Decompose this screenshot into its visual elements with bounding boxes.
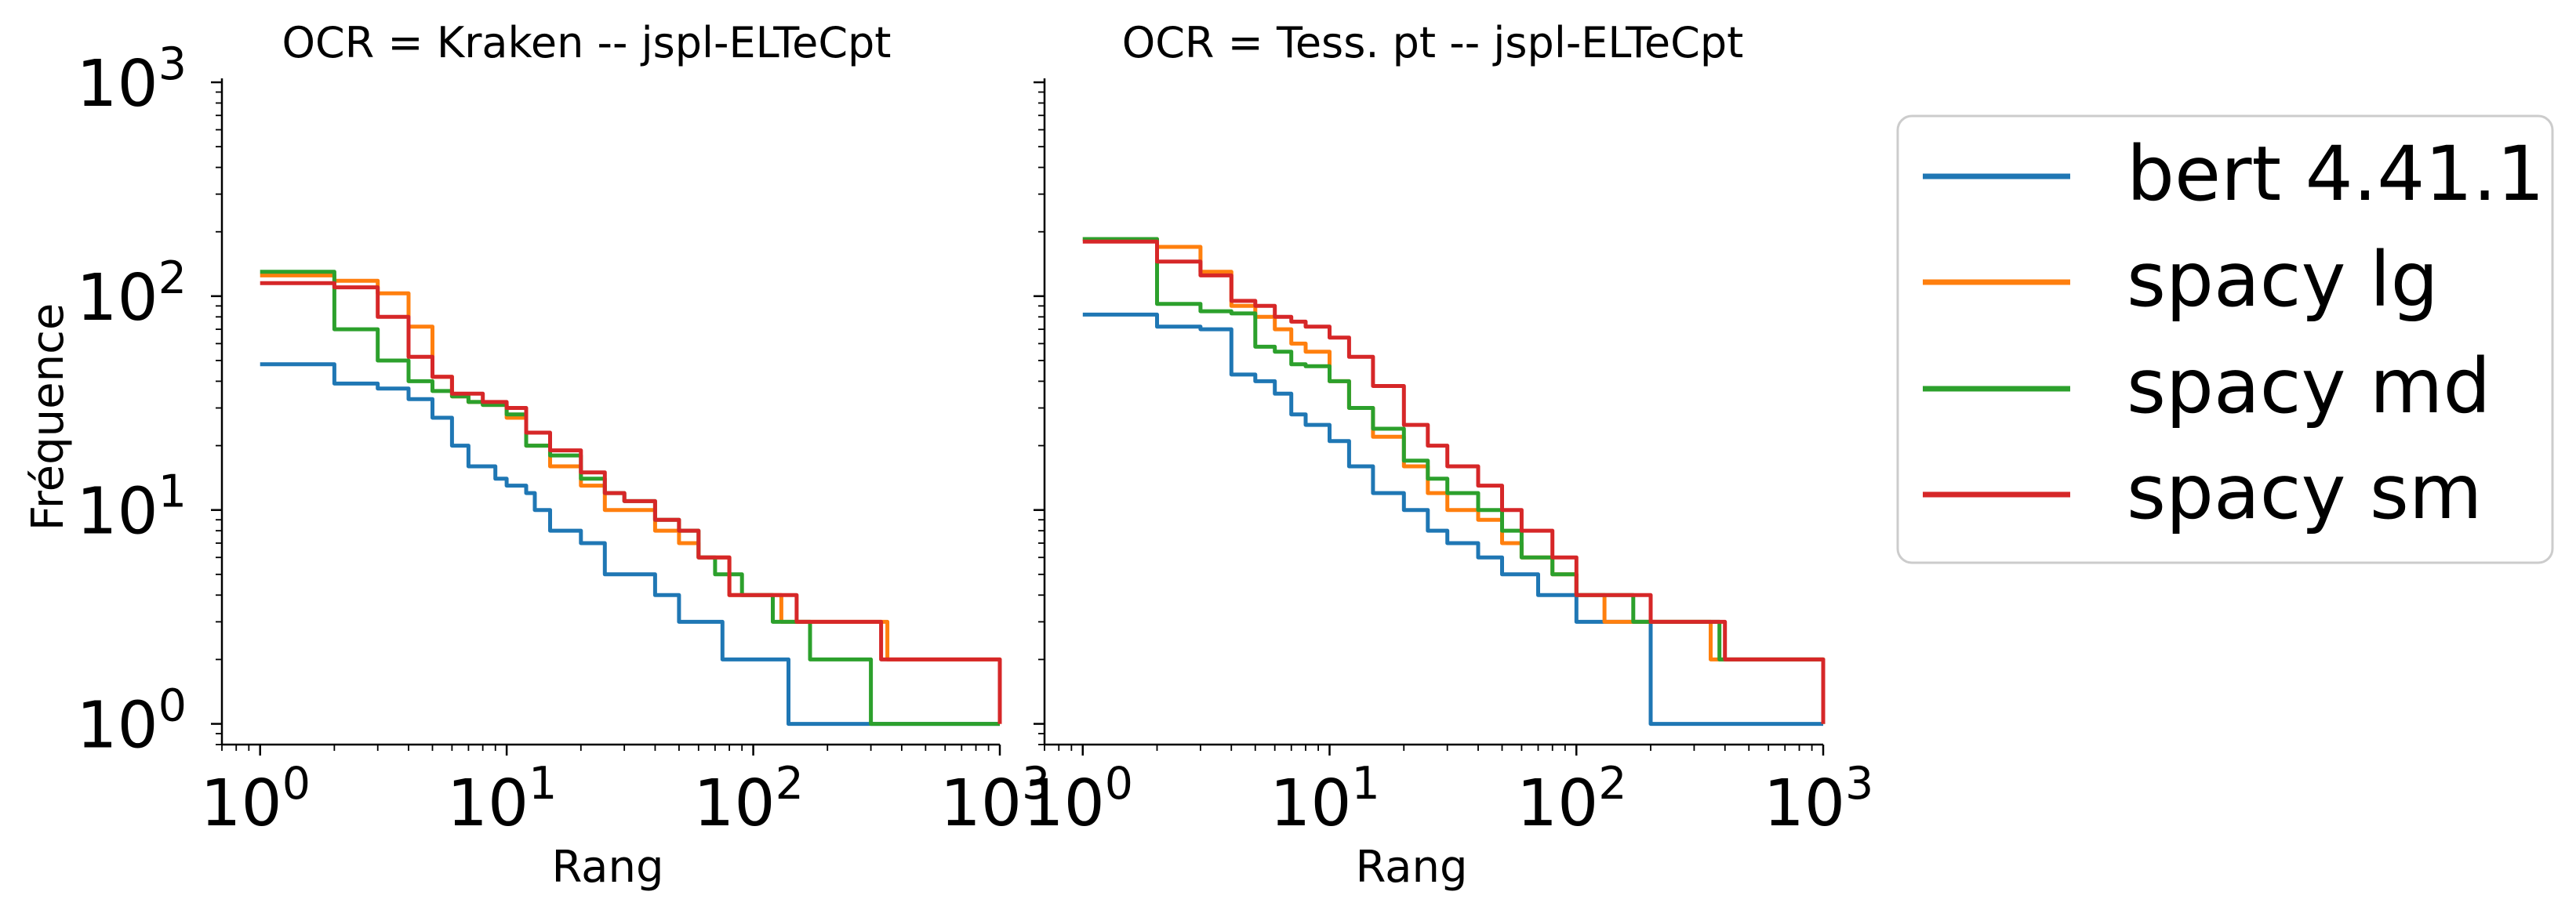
y-axis-label: Fréquence (23, 303, 74, 531)
panel-tesseract: OCR = Tess. pt -- jspl-ELTeCpt 100 101 102… (1023, 18, 1873, 893)
legend-label-spacy-md: spacy md (2127, 343, 2491, 430)
series-line-bert-4-41-1 (1082, 312, 1823, 727)
series-group (1082, 237, 1826, 727)
x-tick-label: 103 (940, 758, 1051, 841)
panel-title: OCR = Tess. pt -- jspl-ELTeCpt (1122, 18, 1744, 67)
axes: 100 101 102 103 100 101 102 103 (76, 38, 1050, 841)
legend-label-spacy-lg: spacy lg (2127, 236, 2439, 324)
legend-label-bert: bert 4.41.1 (2127, 130, 2545, 218)
x-tick-label: 102 (693, 758, 804, 841)
series-line-spacy-sm (260, 281, 1002, 724)
panel-title: OCR = Kraken -- jspl-ELTeCpt (282, 18, 892, 67)
y-tick-label: 101 (76, 466, 187, 549)
series-line-spacy-md (1082, 237, 1826, 724)
series-line-spacy-sm (1082, 239, 1826, 724)
x-tick-label: 102 (1517, 758, 1627, 841)
y-tick-label: 102 (76, 252, 187, 335)
legend-frame (1896, 114, 2554, 564)
x-tick-label: 100 (200, 758, 311, 841)
series-line-spacy-lg (1082, 237, 1826, 724)
y-tick-label: 103 (76, 38, 187, 121)
x-tick-label: 101 (447, 758, 558, 841)
x-axis-label: Rang (551, 842, 663, 893)
legend-label-spacy-sm: spacy sm (2127, 448, 2482, 536)
x-tick-label: 101 (1270, 758, 1380, 841)
axes: 100 101 102 103 (1023, 78, 1873, 841)
series-line-bert-4-41-1 (260, 362, 1000, 727)
series-group (260, 270, 1002, 727)
panel-kraken: OCR = Kraken -- jspl-ELTeCpt 100 101 102 10… (76, 18, 1050, 893)
y-tick-label: 100 (76, 680, 187, 763)
x-axis-label: Rang (1355, 842, 1467, 893)
x-tick-label: 100 (1023, 758, 1133, 841)
x-tick-label: 103 (1764, 758, 1874, 841)
legend: bert 4.41.1 spacy lg spacy md spacy sm (1896, 114, 2554, 564)
